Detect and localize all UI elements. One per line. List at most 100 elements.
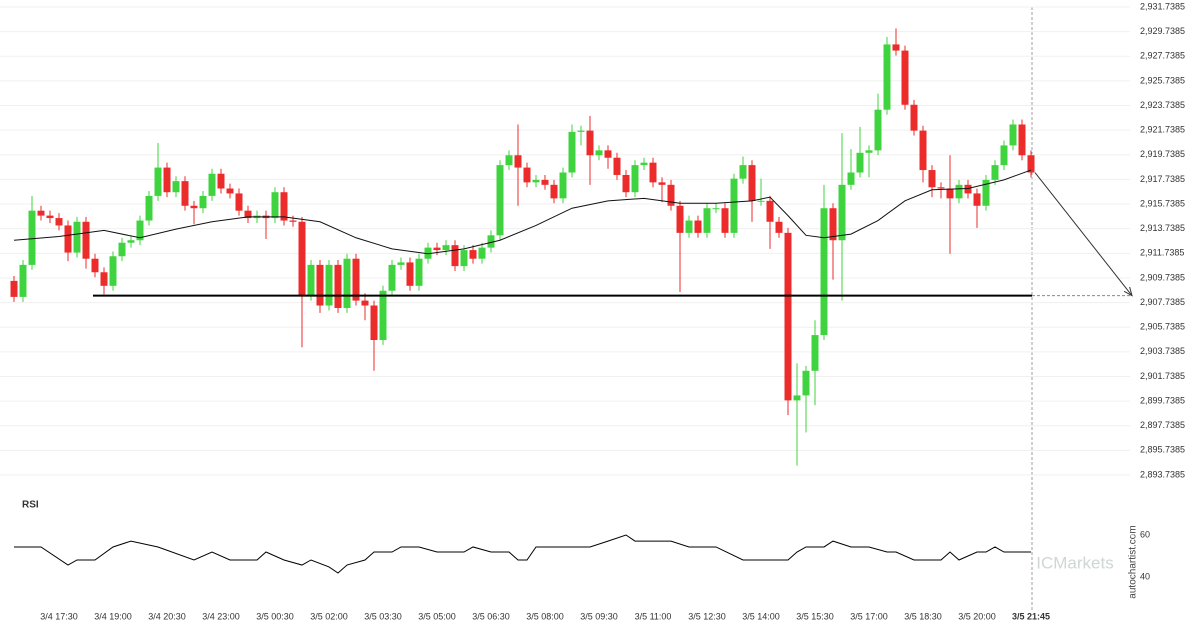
y-tick-label: 2,901.7385 xyxy=(1140,371,1185,381)
candle-body xyxy=(856,152,864,173)
candle-body xyxy=(280,192,288,221)
candle-body xyxy=(991,165,999,180)
candle-body xyxy=(595,150,603,156)
y-tick-label: 2,921.7385 xyxy=(1140,125,1185,135)
y-tick-label: 2,905.7385 xyxy=(1140,322,1185,332)
candle-body xyxy=(487,235,495,248)
x-tick-label: 3/5 08:00 xyxy=(526,611,564,621)
candle-body xyxy=(442,245,450,251)
candle-body xyxy=(37,210,45,216)
candle-body xyxy=(505,155,513,166)
candle-body xyxy=(550,184,558,199)
candle-body xyxy=(307,264,315,296)
candle-body xyxy=(748,165,756,201)
candle-body xyxy=(874,109,882,151)
y-tick-label: 60 xyxy=(1140,529,1150,539)
candle-body xyxy=(64,225,72,253)
candle-body xyxy=(127,240,135,243)
candle-body xyxy=(793,395,801,401)
x-tick-label: 3/5 12:30 xyxy=(688,611,726,621)
candle-body xyxy=(577,130,585,132)
candle-body xyxy=(325,264,333,306)
candle-body xyxy=(343,258,351,308)
y-tick-label: 2,909.7385 xyxy=(1140,272,1185,282)
candle-body xyxy=(775,221,783,233)
x-tick-label: 3/5 00:30 xyxy=(256,611,294,621)
y-tick-label: 2,923.7385 xyxy=(1140,100,1185,110)
y-tick-label: 2,913.7385 xyxy=(1140,223,1185,233)
candle-body xyxy=(109,256,117,286)
candle-body xyxy=(244,210,252,219)
candle-body xyxy=(622,174,630,193)
candle-body xyxy=(19,264,27,297)
candle-body xyxy=(370,305,378,341)
candle-body xyxy=(334,264,342,308)
candle-body xyxy=(73,221,81,253)
candle-body xyxy=(559,172,567,199)
candle-body xyxy=(154,167,162,196)
candle-body xyxy=(298,221,306,296)
candle-body xyxy=(82,221,90,259)
candle-body xyxy=(757,200,765,202)
y-tick-label: 2,929.7385 xyxy=(1140,26,1185,36)
candle-body xyxy=(883,44,891,110)
candle-body xyxy=(640,162,648,166)
candle-body xyxy=(190,205,198,209)
candle-body xyxy=(568,131,576,173)
y-tick-label: 2,919.7385 xyxy=(1140,149,1185,159)
x-tick-label: 3/5 02:00 xyxy=(310,611,348,621)
x-tick-label: 3/4 19:00 xyxy=(94,611,132,621)
candle-body xyxy=(955,184,963,199)
y-tick-label: 2,907.7385 xyxy=(1140,297,1185,307)
candle-body xyxy=(316,264,324,306)
y-tick-label: 2,911.7385 xyxy=(1140,248,1184,258)
candle-body xyxy=(217,173,225,189)
candle-body xyxy=(388,264,396,291)
candle-body xyxy=(379,290,387,341)
x-tick-label: 3/5 20:00 xyxy=(958,611,996,621)
candle-body xyxy=(208,173,216,196)
candle-body xyxy=(100,272,108,286)
y-tick-label: 2,893.7385 xyxy=(1140,469,1185,479)
x-tick-label: 3/5 06:30 xyxy=(472,611,510,621)
candle-body xyxy=(28,210,36,265)
x-tick-label: 3/5 03:30 xyxy=(364,611,402,621)
candle-body xyxy=(586,130,594,156)
candle-body xyxy=(451,245,459,267)
candle-body xyxy=(865,150,873,153)
candle-body xyxy=(46,215,54,219)
candle-body xyxy=(613,157,621,175)
candle-body xyxy=(10,280,18,297)
candle-body xyxy=(433,247,441,251)
candle-body xyxy=(271,192,279,219)
candle-body xyxy=(55,218,63,226)
candle-body xyxy=(892,44,900,51)
candle-body xyxy=(820,208,828,336)
y-tick-label: 2,903.7385 xyxy=(1140,346,1185,356)
y-tick-label: 2,895.7385 xyxy=(1140,445,1185,455)
candle-body xyxy=(802,370,810,396)
candle-body xyxy=(532,179,540,183)
candle-body xyxy=(136,220,144,241)
candle-body xyxy=(469,250,477,259)
brand-logo: ICMarkets xyxy=(1036,553,1113,572)
candle-body xyxy=(694,220,702,233)
candle-body xyxy=(685,220,693,233)
candle-body xyxy=(847,172,855,185)
candle-body xyxy=(496,165,504,236)
candle-body xyxy=(946,188,954,199)
x-tick-label: 3/5 14:00 xyxy=(742,611,780,621)
candle-body xyxy=(910,104,918,131)
candle-body xyxy=(739,165,747,179)
candle-body xyxy=(226,188,234,194)
candle-body xyxy=(928,170,936,188)
candle-body xyxy=(415,258,423,286)
y-tick-label: 2,931.7385 xyxy=(1140,1,1185,11)
x-tick-label: 3/5 05:00 xyxy=(418,611,456,621)
candle-body xyxy=(784,232,792,401)
candle-body xyxy=(964,184,972,194)
candle-body xyxy=(181,181,189,206)
x-tick-label: 3/5 18:30 xyxy=(904,611,942,621)
